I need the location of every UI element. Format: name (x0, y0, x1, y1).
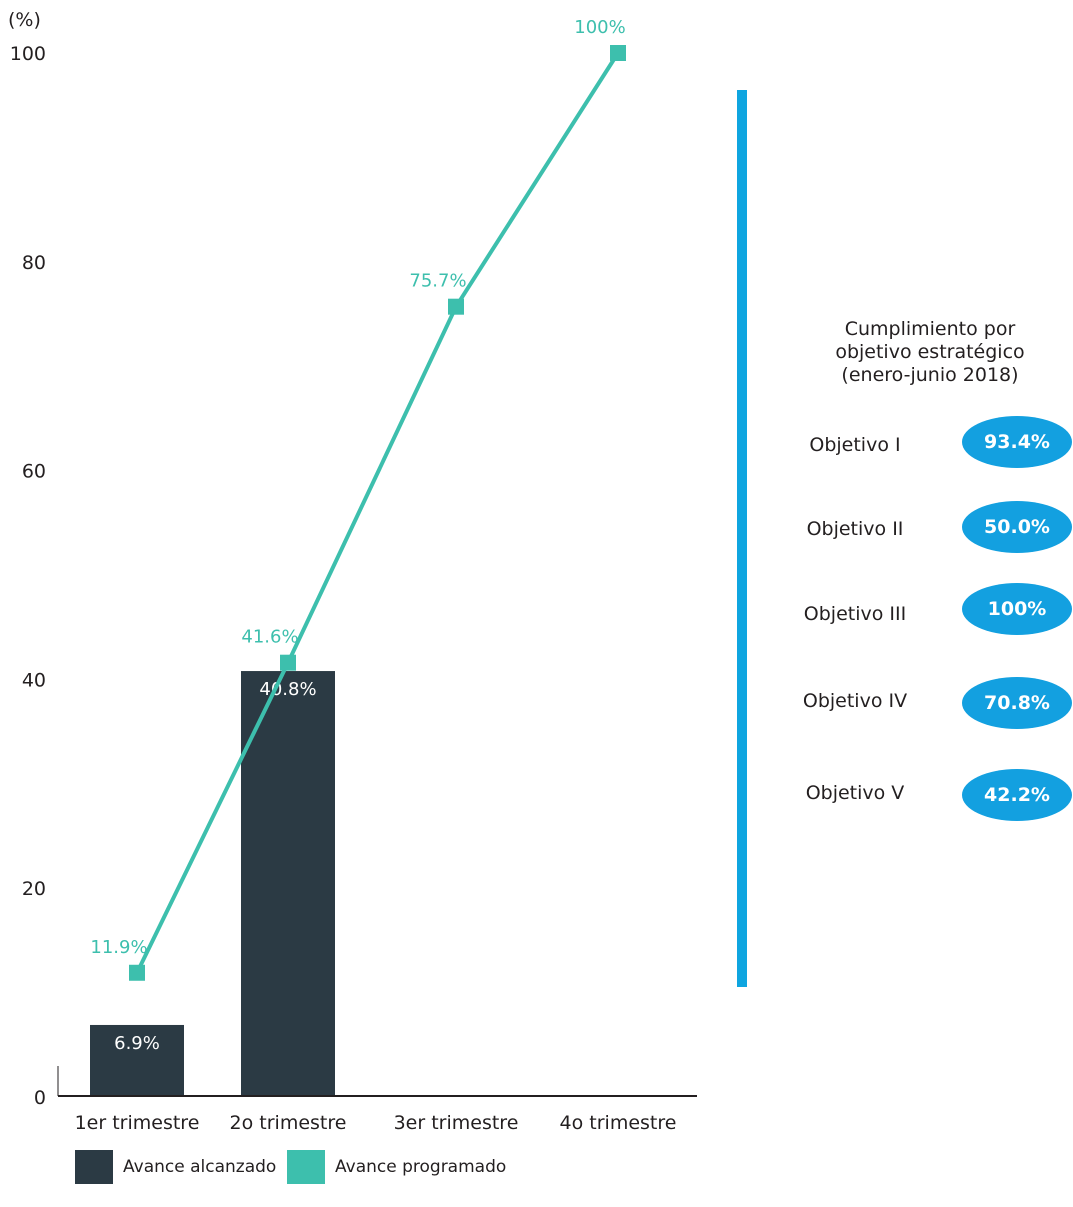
legend-item-alcanzado: Avance alcanzado (75, 1150, 276, 1184)
x-tick-label: 2o trimestre (230, 1112, 347, 1134)
objective-1-label: Objetivo I (809, 434, 901, 456)
x-axis-ticks: 1er trimestre 2o trimestre 3er trimestre 4o… (75, 1112, 677, 1134)
y-tick-label: 0 (34, 1087, 46, 1109)
objective-2-value: 50.0% (962, 501, 1072, 553)
objective-4-label: Objetivo IV (802, 690, 908, 712)
line-marker (448, 298, 464, 315)
y-tick-label: 80 (22, 252, 46, 274)
legend-item-programado: Avance programado (287, 1150, 506, 1184)
legend-swatch-alcanzado (75, 1150, 113, 1184)
x-tick-label: 1er trimestre (75, 1112, 200, 1134)
x-tick-label: 3er trimestre (394, 1112, 519, 1134)
y-tick-label: 60 (22, 461, 46, 483)
line-marker (610, 45, 626, 61)
legend-label-programado: Avance programado (335, 1157, 507, 1177)
y-tick-label: 40 (22, 669, 46, 691)
bar-data-label: 6.9% (114, 1033, 160, 1054)
bar (90, 1024, 184, 1097)
side-panel-title: Cumplimiento por objetivo estratégico (e… (810, 318, 1050, 387)
objective-2-label: Objetivo II (806, 518, 904, 540)
y-unit-label: (%) (8, 9, 41, 31)
objective-4-value: 70.8% (962, 677, 1072, 729)
side-title-line-1: Cumplimiento por (844, 318, 1016, 340)
y-tick-label: 20 (22, 878, 46, 900)
bar-series: 6.9% 40.8% (90, 671, 335, 1097)
bar (241, 671, 335, 1097)
line-marker (129, 964, 145, 981)
objective-5-label: Objetivo V (805, 782, 905, 804)
line-path (135, 51, 620, 974)
line-data-label: 41.6% (241, 627, 298, 648)
y-tick-label: 100 (10, 43, 46, 65)
line-data-label: 75.7% (409, 271, 466, 292)
line-marker (280, 654, 296, 671)
line-data-label: 11.9% (90, 937, 147, 958)
legend-label-alcanzado: Avance alcanzado (123, 1157, 277, 1177)
side-divider (737, 90, 747, 987)
line-series: 11.9% 41.6% 75.7% 100% (90, 17, 626, 981)
bar-data-label: 40.8% (259, 679, 316, 700)
objective-3-value: 100% (962, 583, 1072, 635)
line-data-label: 100% (574, 17, 625, 38)
side-title-line-3: (enero-junio 2018) (841, 364, 1019, 386)
objective-5-value: 42.2% (962, 769, 1072, 821)
y-axis-ticks: 0 20 40 60 80 100 (10, 43, 46, 1109)
objective-3-label: Objetivo III (803, 603, 907, 625)
x-tick-label: 4o trimestre (560, 1112, 677, 1134)
objective-1-value: 93.4% (962, 416, 1072, 468)
side-title-line-2: objetivo estratégico (835, 341, 1025, 363)
legend-swatch-programado (287, 1150, 325, 1184)
